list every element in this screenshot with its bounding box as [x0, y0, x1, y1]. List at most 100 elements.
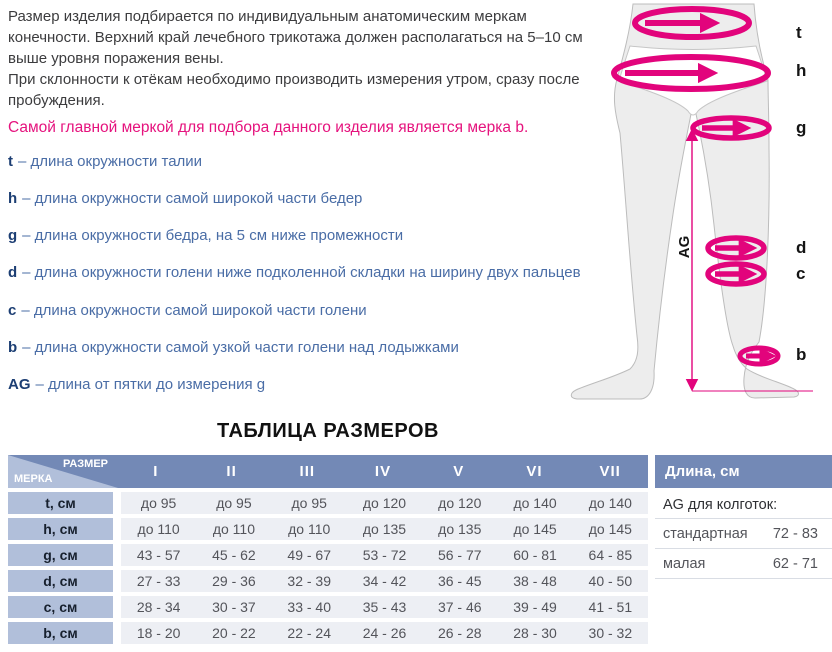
diagram-label-h: h [796, 61, 806, 80]
table-cell: 36 - 45 [437, 573, 482, 589]
table-cell: 20 - 22 [212, 625, 256, 641]
measure-arrow-t [632, 6, 752, 40]
table-cell: до 135 [362, 521, 407, 537]
table-cell: 40 - 50 [588, 573, 633, 589]
intro-paragraph-2: При склонности к отёкам необходимо произ… [8, 71, 580, 109]
table-row-g: g, см 43 - 57 45 - 62 49 - 67 53 - 72 56… [8, 544, 648, 566]
measurement-desc: – длина от пятки до измерения g [35, 376, 266, 393]
corner-label-measure: МЕРКА [14, 473, 53, 485]
table-cell: до 95 [140, 495, 177, 511]
size-table-title: ТАБЛИЦА РАЗМЕРОВ [217, 420, 439, 442]
row-label: g, см [8, 544, 113, 566]
table-cell: до 140 [588, 495, 632, 511]
table-cell: 30 - 32 [588, 625, 633, 641]
row-values: 18 - 20 20 - 22 22 - 24 24 - 26 26 - 28 … [121, 622, 648, 644]
table-cell: 29 - 36 [212, 573, 256, 589]
measurement-key: b [8, 339, 18, 356]
measurement-desc: – длина окружности бедра, на 5 см ниже п… [22, 227, 404, 244]
table-cell: до 120 [438, 495, 482, 511]
length-row-value: 62 - 71 [772, 555, 818, 572]
measure-arrow-h [611, 54, 771, 92]
row-values: 27 - 33 29 - 36 32 - 39 34 - 42 36 - 45 … [121, 570, 648, 592]
table-cell: 18 - 20 [136, 625, 181, 641]
highlight-note: Самой главной меркой для подбора данного… [8, 119, 529, 136]
measurement-key: h [8, 190, 18, 207]
table-cell: до 95 [216, 495, 252, 511]
table-cell: 30 - 37 [212, 599, 256, 615]
length-row-small: малая 62 - 71 [655, 549, 832, 579]
diagram-label-g: g [796, 118, 806, 137]
table-cell: 39 - 49 [513, 599, 557, 615]
table-cell: 41 - 51 [588, 599, 633, 615]
measurement-desc: – длина окружности самой узкой части гол… [22, 339, 459, 356]
size-table: РАЗМЕР МЕРКА I II III IV V VI VII t, см … [8, 455, 648, 644]
table-cell: до 110 [288, 521, 331, 537]
length-row-label: малая [663, 555, 706, 572]
table-cell: до 135 [438, 521, 482, 537]
table-cell: 49 - 67 [287, 547, 331, 563]
measurement-desc: – длина окружности голени ниже подколенн… [22, 264, 581, 281]
row-label: c, см [8, 596, 113, 618]
diagram-label-c: c [796, 264, 805, 283]
row-label: t, см [8, 492, 113, 514]
intro-paragraph-1: Размер изделия подбирается по индивидуал… [8, 8, 583, 67]
table-cell: до 110 [212, 521, 255, 537]
table-cell: до 110 [137, 521, 180, 537]
column-header: IV [374, 463, 392, 480]
measurement-desc: – длина окружности самой широкой части г… [21, 302, 367, 319]
length-panel-header: Длина, см [655, 455, 832, 488]
table-cell: 56 - 77 [437, 547, 482, 563]
measurement-item-g: g – длина окружности бедра, на 5 см ниже … [8, 227, 403, 244]
table-cell: до 95 [291, 495, 327, 511]
table-corner-cell: РАЗМЕР МЕРКА [8, 455, 118, 488]
measure-arrow-c [705, 261, 767, 287]
length-panel: Длина, см AG для колготок: стандартная 7… [655, 455, 832, 579]
legs-measurement-diagram: t h g d c b AG [560, 0, 832, 420]
table-cell: 26 - 28 [437, 625, 482, 641]
column-header: III [299, 463, 316, 480]
table-cell: 27 - 33 [136, 573, 181, 589]
column-header: VII [599, 463, 621, 480]
row-label: h, см [8, 518, 113, 540]
column-header: I [153, 463, 159, 480]
length-row-value: 72 - 83 [772, 525, 818, 542]
measurement-desc: – длина окружности самой широкой части б… [22, 190, 363, 207]
length-row-standard: стандартная 72 - 83 [655, 519, 832, 549]
measurement-item-t: t – длина окружности талии [8, 153, 202, 170]
measurement-desc: – длина окружности талии [18, 153, 203, 170]
table-cell: 37 - 46 [437, 599, 482, 615]
table-cell: 45 - 62 [212, 547, 256, 563]
column-header: II [226, 463, 237, 480]
table-cell: 28 - 30 [513, 625, 557, 641]
diagram-label-b: b [796, 345, 806, 364]
row-values: 43 - 57 45 - 62 49 - 67 53 - 72 56 - 77 … [121, 544, 648, 566]
corner-label-size: РАЗМЕР [62, 458, 108, 470]
measurement-item-h: h – длина окружности самой широкой части … [8, 190, 362, 207]
table-cell: 22 - 24 [287, 625, 331, 641]
diagram-label-d: d [796, 238, 806, 257]
measure-arrow-d [705, 235, 767, 261]
size-table-header: РАЗМЕР МЕРКА I II III IV V VI VII [8, 455, 648, 488]
table-row-c: c, см 28 - 34 30 - 37 33 - 40 35 - 43 37… [8, 596, 648, 618]
legs-diagram-svg: t h g d c b AG [570, 3, 813, 400]
diagram-label-t: t [796, 23, 802, 42]
table-cell: 24 - 26 [362, 625, 407, 641]
measurement-item-c: c – длина окружности самой широкой части … [8, 302, 367, 319]
measurement-item-b: b – длина окружности самой узкой части го… [8, 339, 459, 356]
table-row-t: t, см до 95 до 95 до 95 до 120 до 120 до… [8, 492, 648, 514]
column-header: V [453, 463, 465, 480]
table-cell: 33 - 40 [287, 599, 331, 615]
length-panel-subtitle: AG для колготок: [655, 492, 832, 519]
table-row-h: h, см до 110 до 110 до 110 до 135 до 135… [8, 518, 648, 540]
measure-arrow-g [690, 115, 772, 141]
table-cell: 32 - 39 [287, 573, 331, 589]
measurement-item-d: d – длина окружности голени ниже подколен… [8, 264, 581, 281]
row-values: до 95 до 95 до 95 до 120 до 120 до 140 д… [121, 492, 648, 514]
length-row-label: стандартная [663, 525, 748, 542]
column-header: VI [526, 463, 543, 480]
table-cell: до 140 [513, 495, 557, 511]
table-cell: 28 - 34 [136, 599, 181, 615]
table-cell: 60 - 81 [513, 547, 557, 563]
measure-arrow-b [737, 345, 781, 367]
